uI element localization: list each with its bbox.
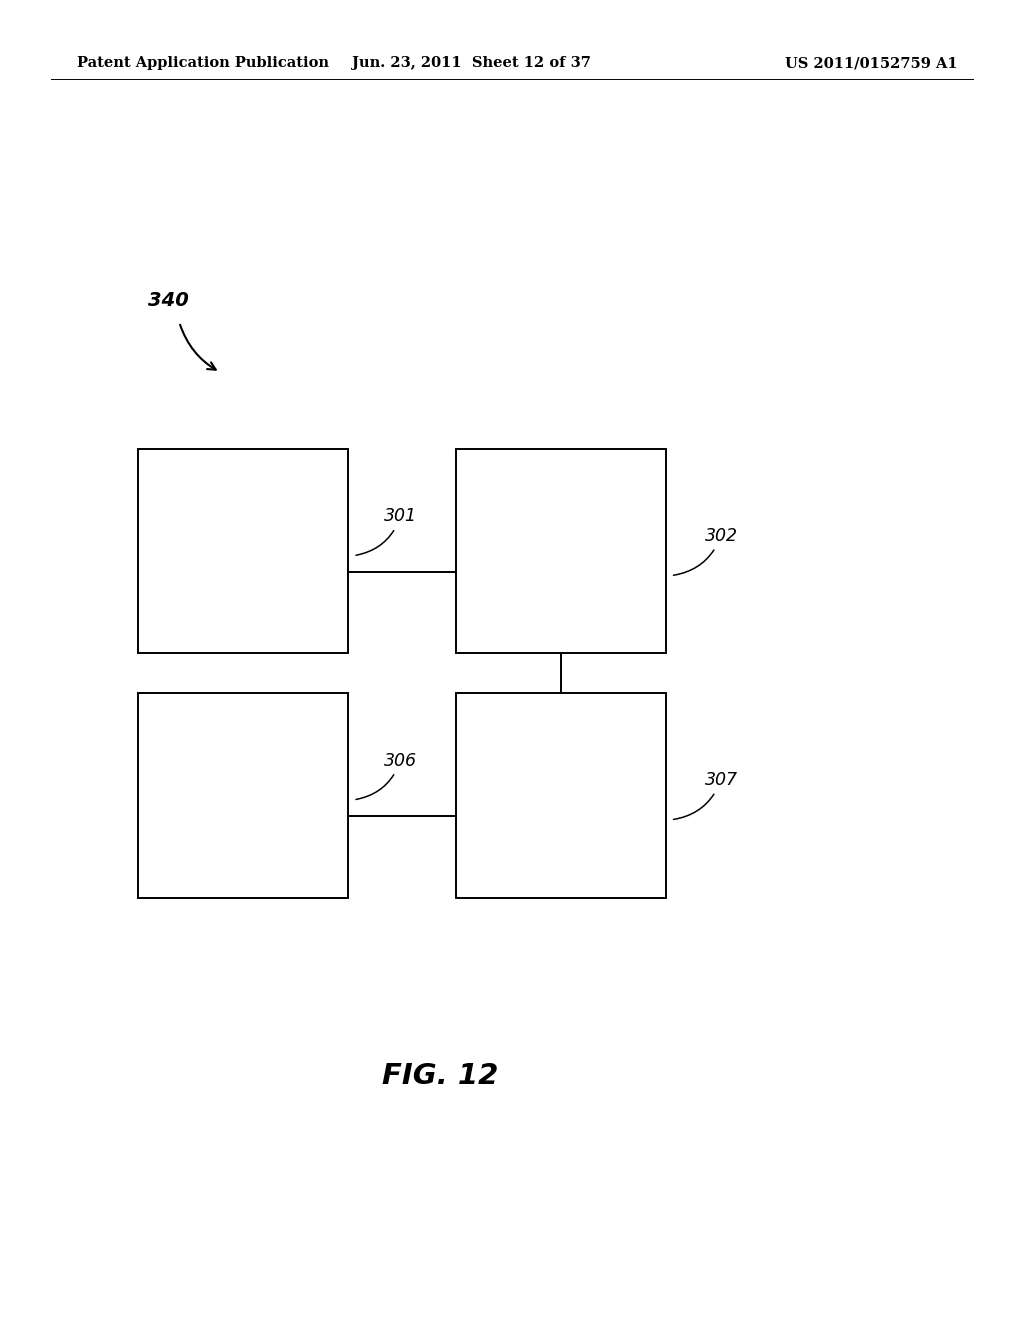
- Text: US 2011/0152759 A1: US 2011/0152759 A1: [784, 57, 957, 70]
- Text: 307: 307: [674, 771, 737, 820]
- Bar: [138, 693, 348, 898]
- Text: Jun. 23, 2011  Sheet 12 of 37: Jun. 23, 2011 Sheet 12 of 37: [351, 57, 591, 70]
- Text: Patent Application Publication: Patent Application Publication: [77, 57, 329, 70]
- Text: 340: 340: [148, 292, 189, 310]
- Bar: [138, 449, 348, 653]
- Text: FIG. 12: FIG. 12: [382, 1061, 499, 1090]
- Text: 302: 302: [674, 527, 737, 576]
- Text: 301: 301: [356, 507, 417, 556]
- Text: 306: 306: [356, 751, 417, 800]
- Bar: [456, 693, 666, 898]
- Bar: [456, 449, 666, 653]
